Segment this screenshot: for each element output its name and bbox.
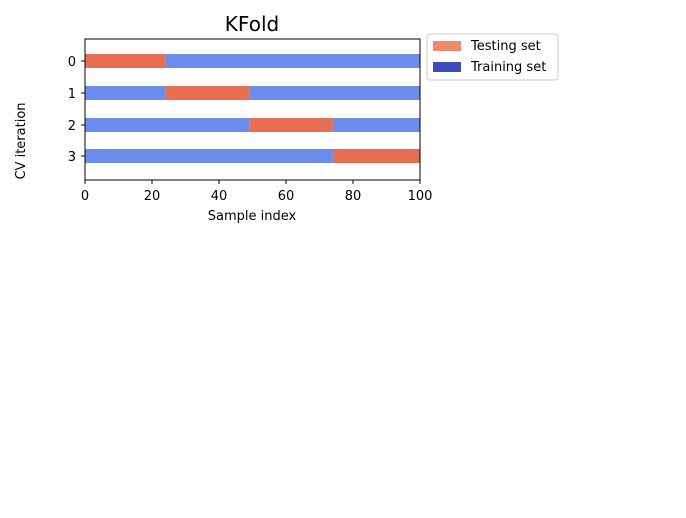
bar-iter-0-test-0	[85, 54, 166, 68]
x-tick-label-40: 40	[211, 189, 228, 204]
x-tick-label-60: 60	[278, 189, 295, 204]
legend-label-train: Training set	[470, 60, 546, 75]
bar-iter-2-train-2	[332, 118, 420, 132]
x-tick-label-100: 100	[408, 189, 433, 204]
legend-swatch-test	[433, 41, 461, 51]
bars-group	[85, 54, 420, 163]
bar-iter-1-test-1	[165, 86, 250, 100]
legend-label-test: Testing set	[470, 39, 541, 54]
y-axis-label: CV iteration	[14, 102, 29, 179]
bar-iter-3-test-1	[332, 149, 420, 163]
bar-iter-2-train-0	[85, 118, 250, 132]
bar-iter-1-train-2	[249, 86, 420, 100]
y-tick-label-2: 2	[68, 119, 76, 134]
x-tick-label-80: 80	[345, 189, 362, 204]
plot-frame	[84, 38, 421, 181]
y-ticks: 0 1 2 3	[68, 55, 85, 165]
x-axis-label: Sample index	[208, 209, 297, 224]
bar-iter-3-train-0	[85, 149, 333, 163]
y-tick-label-0: 0	[68, 55, 76, 70]
y-tick-label-3: 3	[68, 150, 76, 165]
bar-iter-1-train-0	[85, 86, 166, 100]
bar-iter-0-train-1	[165, 54, 420, 68]
x-tick-label-20: 20	[144, 189, 161, 204]
bar-iter-2-test-1	[249, 118, 333, 132]
x-ticks: 0 20 40 60 80 100	[81, 180, 433, 204]
y-tick-label-1: 1	[68, 87, 76, 102]
legend-swatch-train	[433, 62, 461, 72]
chart-title: KFold	[225, 12, 279, 36]
x-tick-label-0: 0	[81, 189, 89, 204]
legend: Testing set Training set	[426, 33, 559, 81]
